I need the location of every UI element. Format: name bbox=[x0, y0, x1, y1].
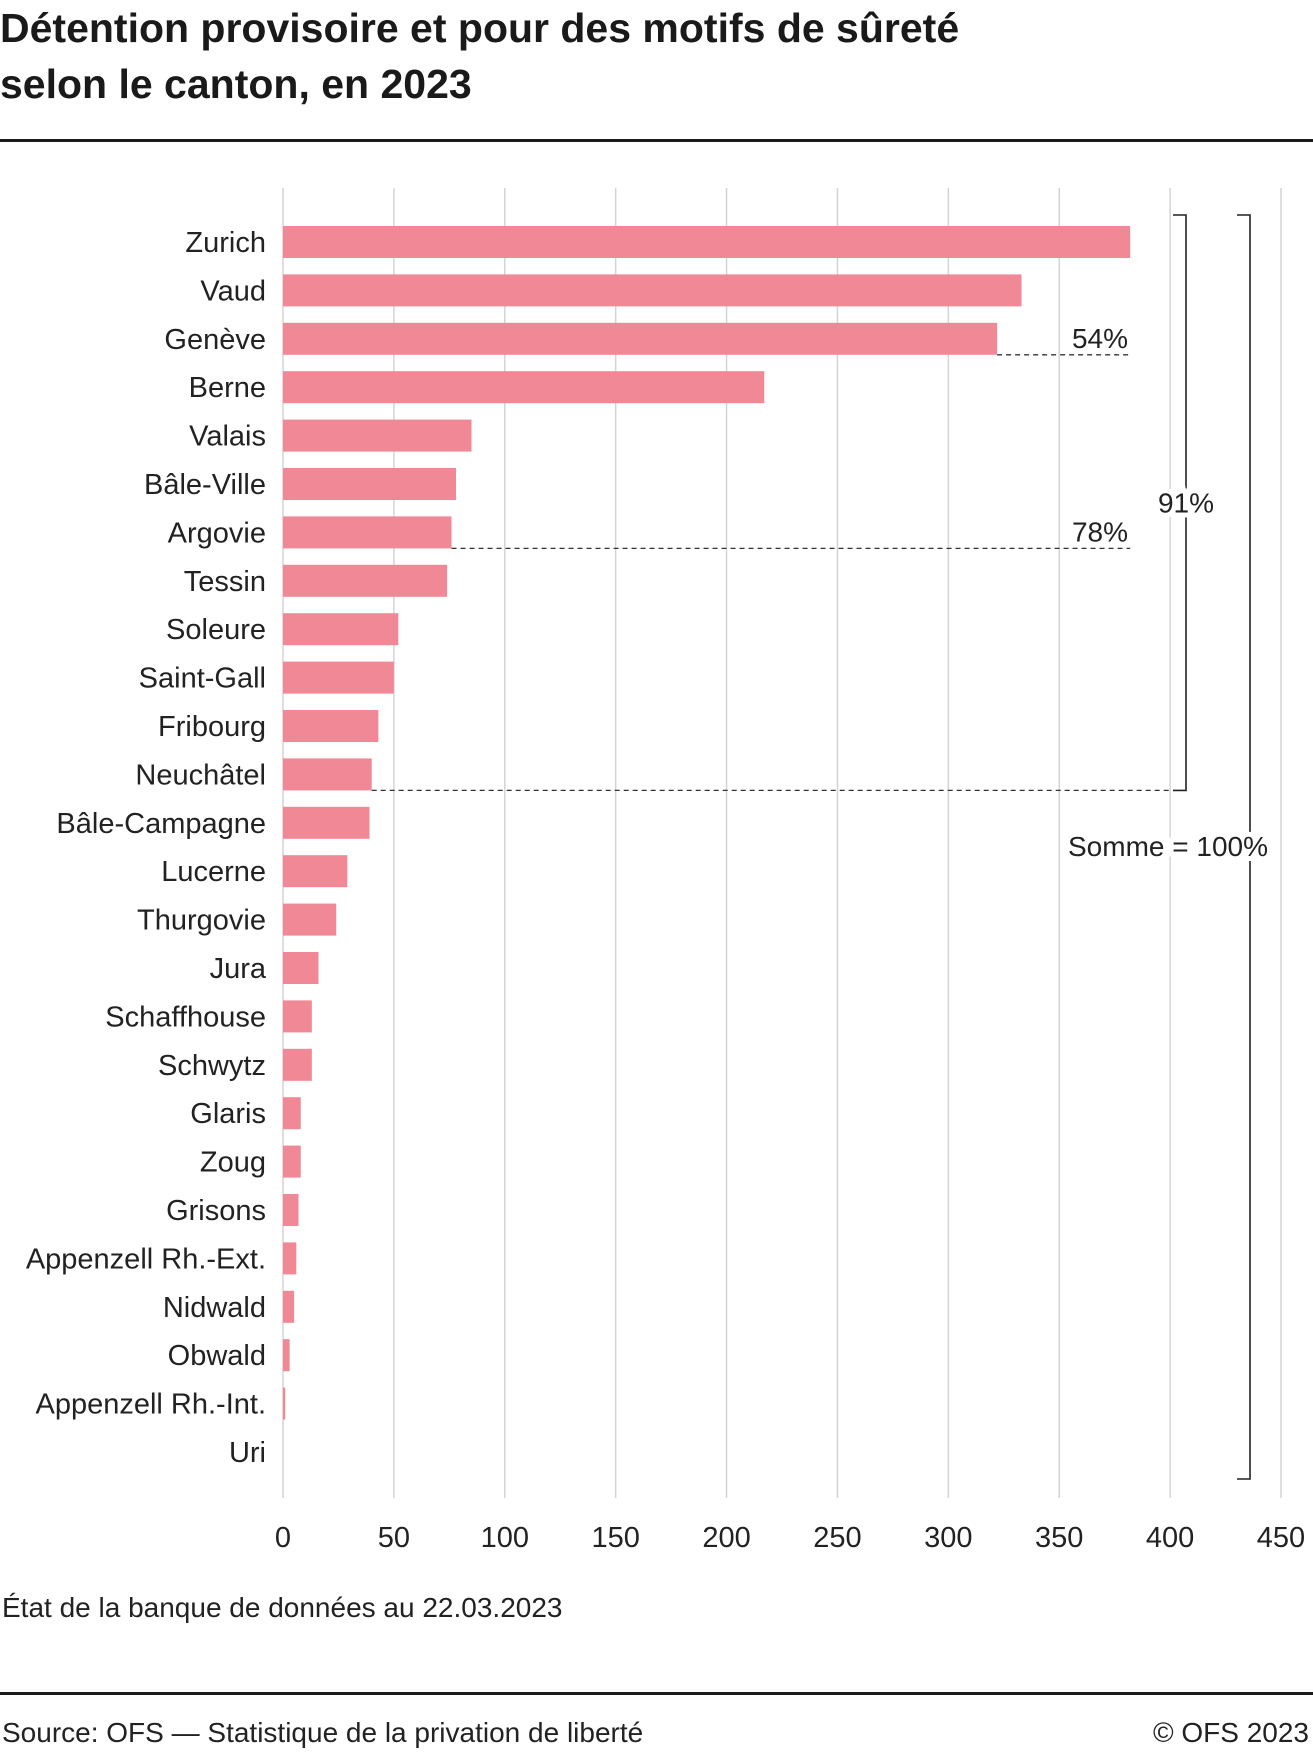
bar bbox=[283, 1387, 286, 1420]
share-91-bracket bbox=[1173, 214, 1187, 792]
category-label: Genève bbox=[164, 324, 266, 356]
x-tick-label: 250 bbox=[813, 1522, 861, 1554]
bar bbox=[283, 855, 348, 888]
bar bbox=[283, 661, 394, 694]
x-tick-label: 0 bbox=[275, 1522, 291, 1554]
category-label: Neuchâtel bbox=[135, 759, 266, 791]
category-label: Bâle-Ville bbox=[144, 469, 266, 501]
chart-title: Détention provisoire et pour des motifs … bbox=[0, 0, 1313, 112]
copyright-text: © OFS 2023 bbox=[1152, 1717, 1309, 1748]
bar bbox=[283, 1339, 290, 1372]
category-label: Valais bbox=[189, 421, 266, 453]
bar bbox=[283, 1048, 312, 1081]
category-label: Argovie bbox=[168, 517, 266, 549]
bar bbox=[283, 419, 472, 452]
category-label: Thurgovie bbox=[137, 905, 266, 937]
bar bbox=[283, 710, 379, 742]
bar bbox=[283, 274, 1022, 307]
bar bbox=[283, 806, 370, 839]
bar bbox=[283, 322, 998, 355]
category-label: Lucerne bbox=[161, 856, 266, 888]
x-tick-label: 450 bbox=[1257, 1522, 1305, 1554]
source-text: Source: OFS — Statistique de la privatio… bbox=[2, 1717, 644, 1748]
category-label: Jura bbox=[210, 953, 267, 985]
x-tick-label: 300 bbox=[924, 1522, 972, 1554]
category-label: Schaffhouse bbox=[105, 1001, 266, 1033]
category-label: Fribourg bbox=[158, 711, 266, 743]
bar bbox=[283, 226, 1131, 258]
category-label: Soleure bbox=[166, 614, 266, 646]
category-label: Grisons bbox=[166, 1195, 266, 1227]
x-tick-label: 200 bbox=[702, 1522, 750, 1554]
bar bbox=[283, 1097, 301, 1130]
total-100-bracket bbox=[1237, 214, 1251, 1480]
x-tick-label: 150 bbox=[591, 1522, 639, 1554]
category-label: Schwytz bbox=[158, 1050, 266, 1082]
x-tick-label: 400 bbox=[1146, 1522, 1194, 1554]
bar bbox=[283, 1145, 301, 1178]
chart-title-line-2: selon le canton, en 2023 bbox=[0, 61, 472, 107]
bar bbox=[283, 1242, 297, 1275]
x-tick-label: 100 bbox=[481, 1522, 529, 1554]
cumulative-share-annotations: 54% 78% 91% Somme = 100% bbox=[371, 214, 1273, 1480]
category-label: Zurich bbox=[185, 227, 266, 259]
category-label: Tessin bbox=[184, 566, 266, 598]
chart-title-line-1: Détention provisoire et pour des motifs … bbox=[0, 5, 960, 51]
category-label: Appenzell Rh.-Ext. bbox=[26, 1243, 266, 1275]
bar bbox=[283, 758, 372, 791]
header-rule bbox=[0, 139, 1313, 142]
share-91-label: 91% bbox=[1158, 488, 1214, 519]
x-tick-label: 350 bbox=[1035, 1522, 1083, 1554]
gridlines bbox=[282, 188, 1282, 1498]
share-54-label: 54% bbox=[1072, 323, 1128, 354]
category-label: Vaud bbox=[200, 275, 266, 307]
category-labels: Zurich Vaud Genève Berne Valais Bâle-Ville Arg… bbox=[26, 227, 267, 1469]
x-axis-tick-labels: 0 50 100 150 200 250 300 350 400 450 bbox=[275, 1522, 1305, 1554]
bar bbox=[283, 1000, 312, 1033]
category-label: Berne bbox=[189, 372, 266, 404]
category-label: Saint-Gall bbox=[139, 663, 266, 695]
category-label: Obwald bbox=[168, 1340, 266, 1372]
bar bbox=[283, 564, 448, 597]
bar bbox=[283, 1290, 295, 1323]
category-label: Nidwald bbox=[163, 1292, 266, 1324]
bar bbox=[283, 468, 456, 500]
database-date-note: État de la banque de données au 22.03.20… bbox=[2, 1592, 563, 1623]
bar bbox=[283, 613, 399, 646]
footer-rule bbox=[0, 1692, 1313, 1695]
category-label: Bâle-Campagne bbox=[56, 808, 266, 840]
bar bbox=[283, 903, 337, 936]
bars bbox=[283, 226, 1131, 1420]
bar bbox=[283, 516, 452, 549]
bar bbox=[283, 371, 765, 404]
total-100-label: Somme = 100% bbox=[1068, 831, 1268, 862]
x-tick-label: 50 bbox=[378, 1522, 410, 1554]
bar bbox=[283, 1194, 299, 1226]
category-label: Uri bbox=[229, 1437, 266, 1469]
category-label: Appenzell Rh.-Int. bbox=[35, 1389, 266, 1421]
category-label: Zoug bbox=[200, 1147, 266, 1179]
category-label: Glaris bbox=[190, 1098, 266, 1130]
share-78-label: 78% bbox=[1072, 516, 1128, 547]
bar bbox=[283, 952, 319, 984]
